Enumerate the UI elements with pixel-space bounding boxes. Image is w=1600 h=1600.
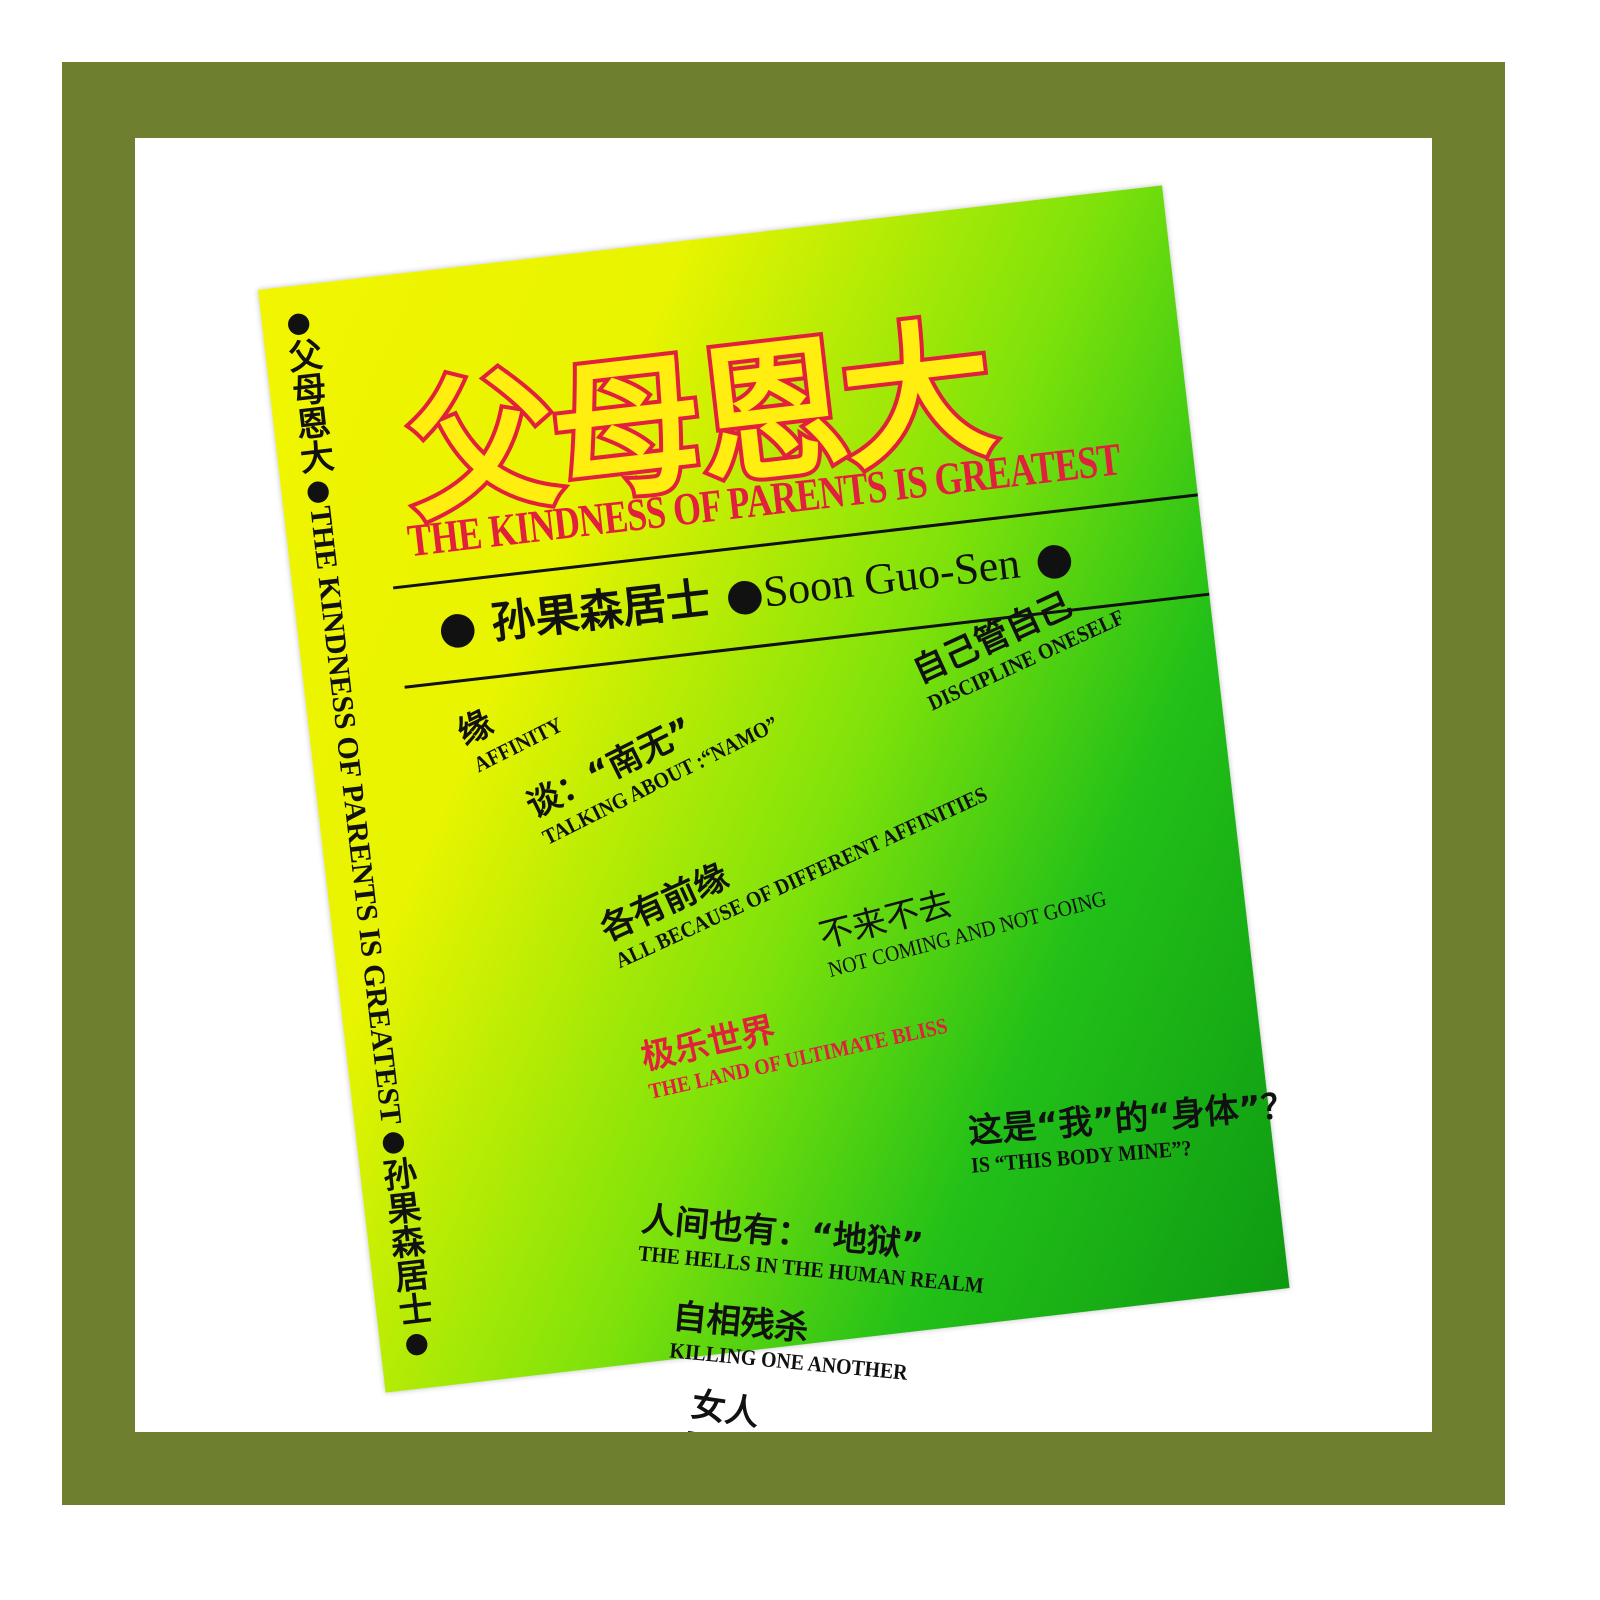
frame-inner: ●父母恩大●THE KINDNESS OF PARENTS IS GREATES… <box>135 138 1432 1432</box>
contents-item: 自相残杀 KILLING ONE ANOTHER <box>668 1289 939 1389</box>
contents-item: 女人WOMEN <box>685 1377 785 1432</box>
contents-item: 这是“我”的“身体”？ IS “THIS BODY MINE”? <box>966 1078 1298 1179</box>
contents-item: 人间也有：“地狱” THE HELLS IN THE HUMAN REALM <box>637 1192 1028 1303</box>
author-cn: 孙果森居士 <box>488 573 714 650</box>
spine-title-cn: 父母恩大 <box>279 336 336 476</box>
contents-item: 极乐世界 THE LAND OF ULTIMATE BLISS <box>636 958 983 1105</box>
spine-author: 孙果森居士 <box>374 1154 434 1329</box>
frame: ●父母恩大●THE KINDNESS OF PARENTS IS GREATES… <box>62 62 1505 1505</box>
spine-title-en: THE KINDNESS OF PARENTS IS GREATEST <box>303 504 408 1127</box>
contents-item: 谈：“南无” TALKING ABOUT :“NAMO” <box>516 654 808 850</box>
book-cover: ●父母恩大●THE KINDNESS OF PARENTS IS GREATES… <box>258 185 1296 1432</box>
contents: 缘 AFFINITY 谈：“南无” TALKING ABOUT :“NAMO” 自己管自… <box>258 185 1296 1432</box>
item-cn: 女人 <box>688 1384 762 1432</box>
author-en: Soon Guo-Sen <box>760 538 1023 617</box>
